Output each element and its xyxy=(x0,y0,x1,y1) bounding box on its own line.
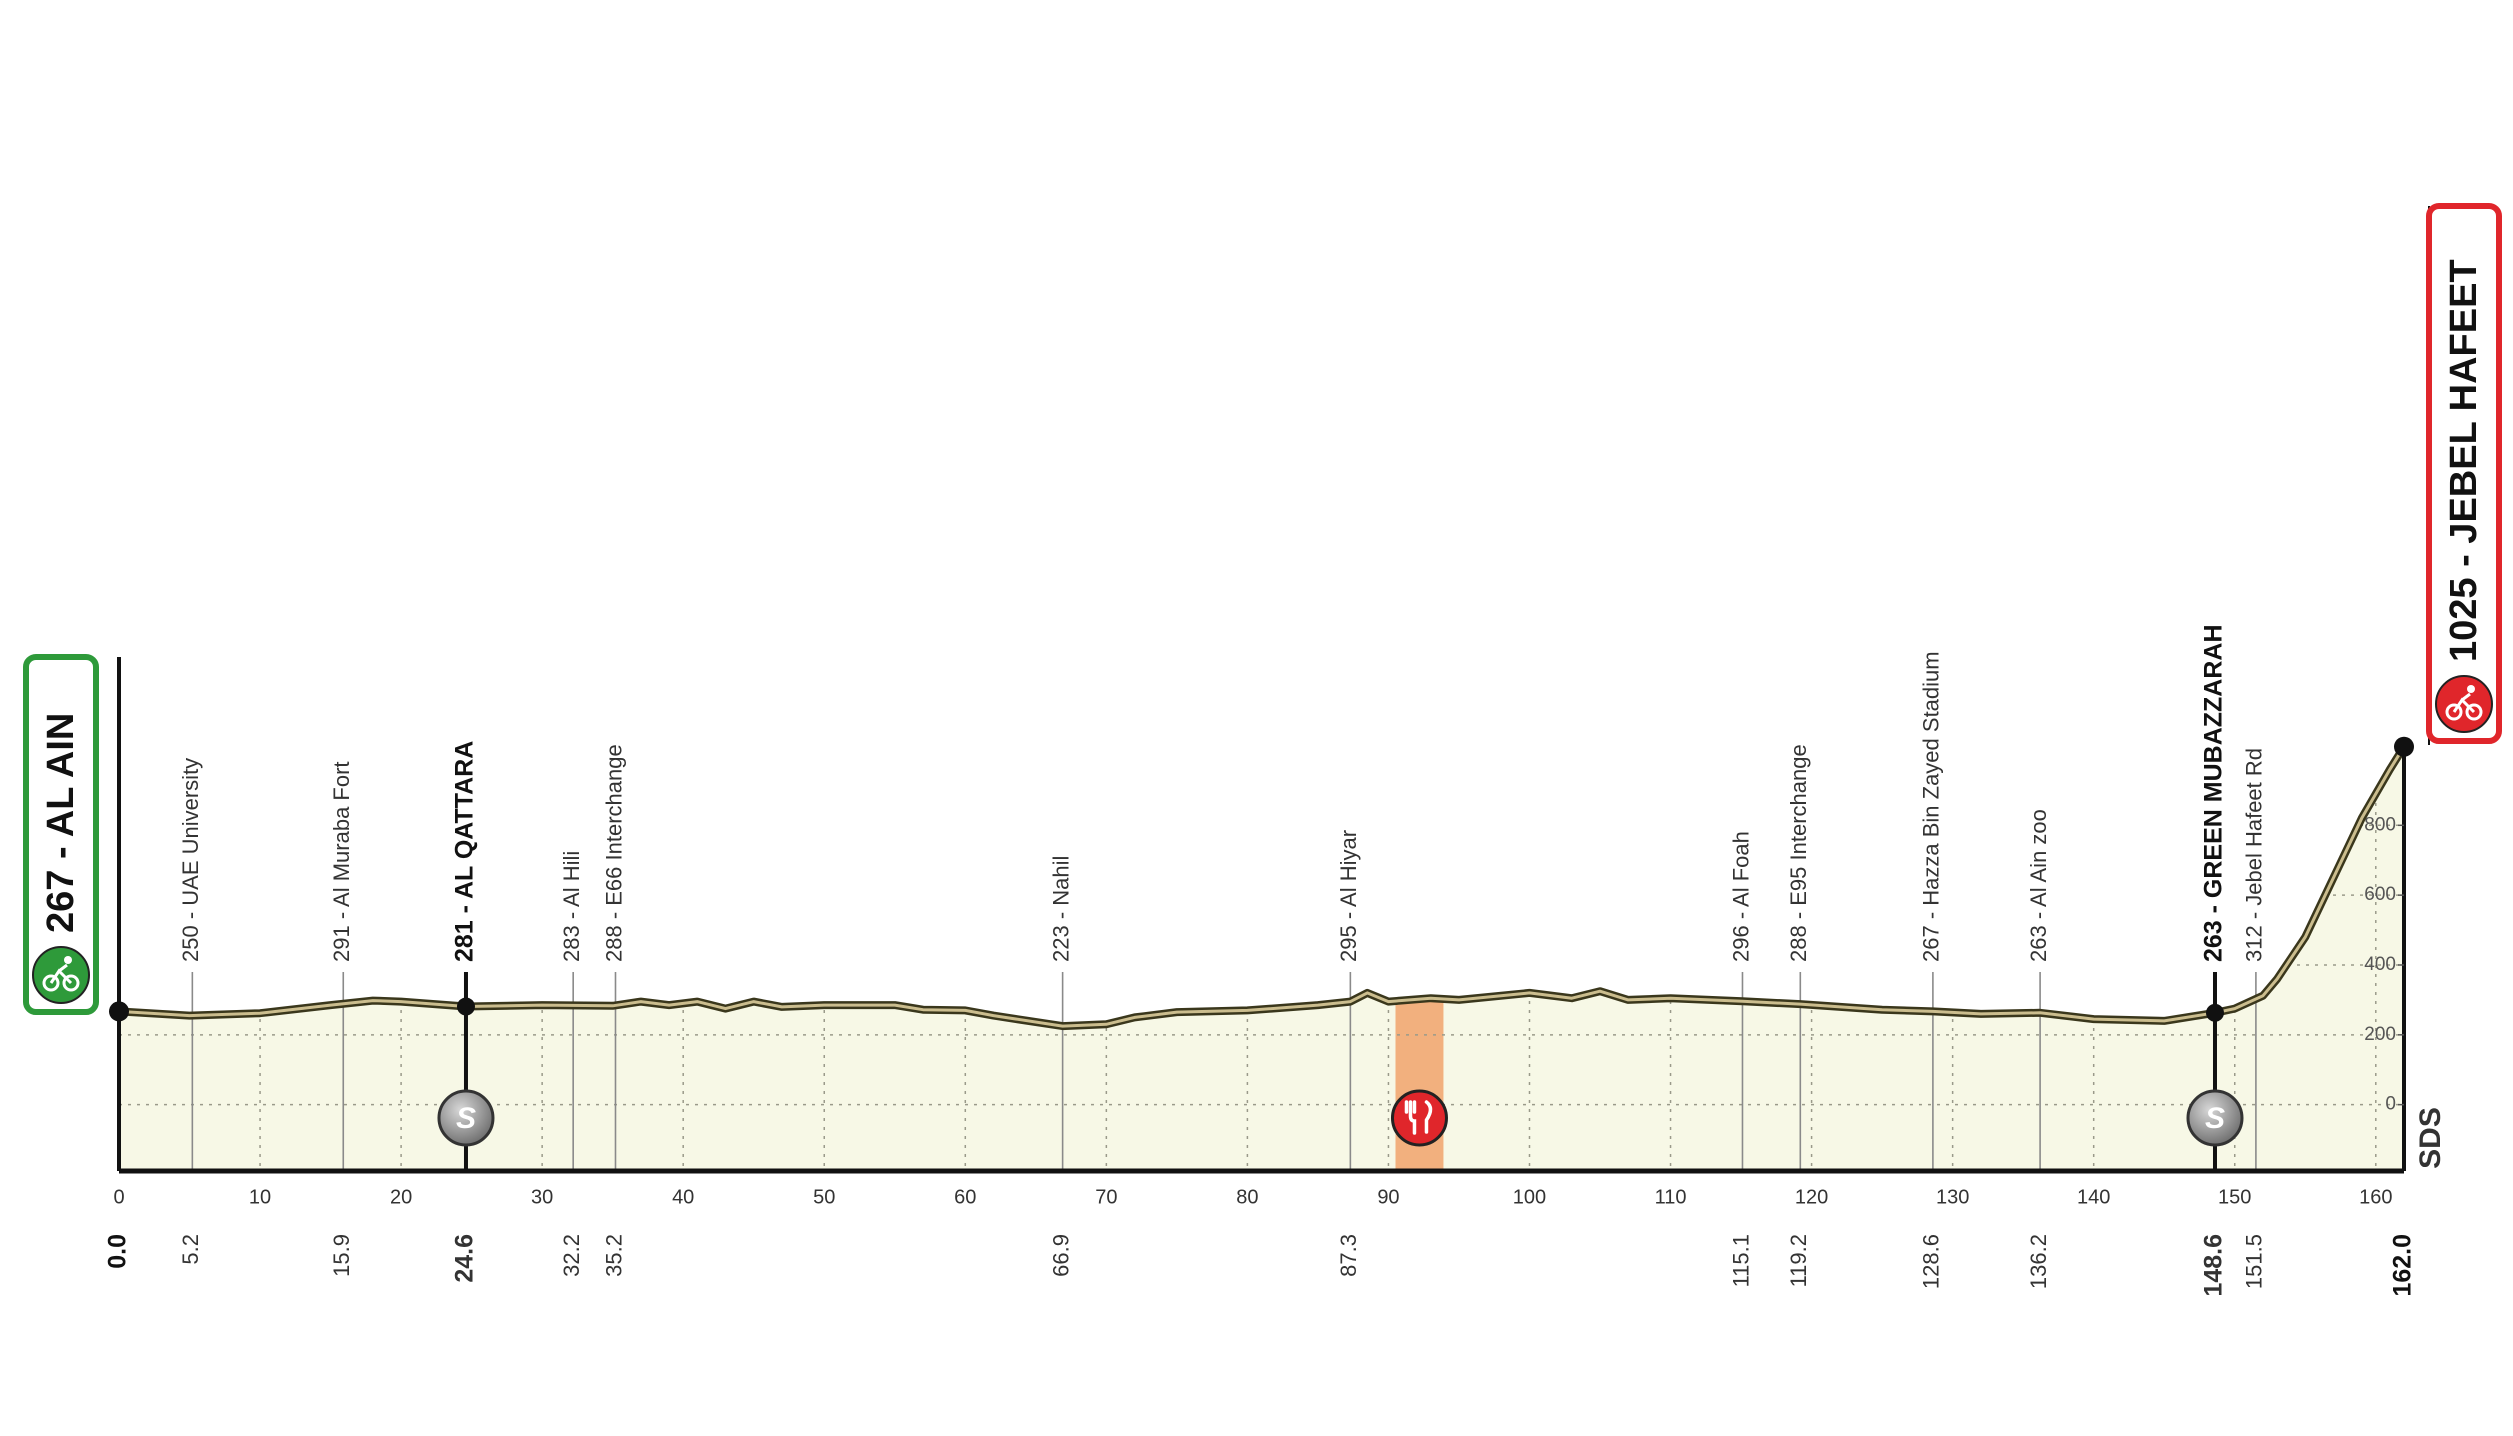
waypoint-label: 295 - Al Hiyar xyxy=(1336,830,1361,962)
x-tick-label: 100 xyxy=(1513,1186,1546,1208)
km-label: 148.6 xyxy=(2200,1234,2228,1297)
x-tick-label: 110 xyxy=(1655,1186,1687,1208)
x-tick-label: 30 xyxy=(531,1186,553,1208)
finish-icon-wheel xyxy=(2445,703,2463,721)
km-label: 35.2 xyxy=(601,1234,626,1277)
sprint-label: 263 - GREEN MUBAZZARAH xyxy=(2200,624,2228,962)
sprint-symbol: S xyxy=(2205,1102,2225,1135)
km-label: 128.6 xyxy=(1919,1234,1944,1289)
km-label: 66.9 xyxy=(1048,1234,1073,1277)
start-icon-wheel xyxy=(42,974,60,992)
finish-icon-rider xyxy=(2452,692,2476,714)
x-tick-label: 0 xyxy=(113,1186,124,1208)
km-label: 87.3 xyxy=(1336,1234,1361,1277)
start-icon-rider xyxy=(49,963,73,985)
km-label: 136.2 xyxy=(2026,1234,2051,1289)
finish-box xyxy=(2426,203,2502,744)
km-label: 115.1 xyxy=(1728,1234,1753,1287)
x-tick-label: 120 xyxy=(1795,1186,1828,1208)
sprint-dot xyxy=(456,997,475,1016)
x-tick-label: 60 xyxy=(954,1186,976,1208)
y-tick-label: 400 xyxy=(2364,954,2396,975)
finish-icon-head xyxy=(2467,685,2475,693)
x-tick-label: 160 xyxy=(2359,1186,2392,1208)
km-label: 151.5 xyxy=(2242,1234,2267,1289)
sprint-symbol: S xyxy=(456,1102,476,1135)
x-tick-label: 90 xyxy=(1377,1186,1399,1208)
x-tick-label: 70 xyxy=(1095,1186,1117,1208)
km-label: 119.2 xyxy=(1786,1234,1811,1287)
km-label: 162.0 xyxy=(2389,1234,2417,1297)
sprint-icon xyxy=(2186,1089,2244,1147)
waypoint-label: 312 - Jebel Hafeet Rd xyxy=(2242,748,2267,962)
km-label: 15.9 xyxy=(329,1234,354,1277)
logo: SDS xyxy=(2414,1107,2447,1169)
waypoint-label: 296 - Al Foah xyxy=(1728,831,1753,962)
x-tick-label: 40 xyxy=(672,1186,694,1208)
km-label: 24.6 xyxy=(451,1234,479,1283)
waypoint-label: 263 - Al Ain zoo xyxy=(2026,809,2051,962)
feed-icon-cutlery xyxy=(1404,1100,1433,1135)
waypoint-label: 283 - Al Hili xyxy=(559,851,584,962)
profile-area xyxy=(119,746,2404,1171)
finish-label: 1025 - JEBEL HAFEET xyxy=(2443,259,2485,662)
km-label: 0.0 xyxy=(104,1234,132,1269)
start-dot xyxy=(109,1001,129,1022)
sprint-icon xyxy=(437,1089,495,1147)
km-label: 5.2 xyxy=(178,1234,203,1265)
waypoint-label: 291 - Al Muraba Fort xyxy=(329,761,354,962)
waypoint-label: 288 - E66 Interchange xyxy=(601,744,626,962)
x-tick-label: 130 xyxy=(1936,1186,1969,1208)
waypoint-label: 223 - Nahil xyxy=(1048,856,1073,962)
y-tick-label: 600 xyxy=(2364,884,2396,905)
x-tick-label: 50 xyxy=(813,1186,835,1208)
profile-line-inner xyxy=(118,745,2406,1028)
x-tick-label: 80 xyxy=(1236,1186,1258,1208)
start-icon-head xyxy=(64,956,72,964)
start-box xyxy=(23,654,99,1015)
y-tick-label: 200 xyxy=(2364,1024,2396,1045)
waypoint-label: 250 - UAE University xyxy=(178,758,203,962)
km-label: 32.2 xyxy=(559,1234,584,1277)
waypoint-label: 267 - Hazza Bin Zayed Stadium xyxy=(1919,651,1944,962)
finish-dot xyxy=(2394,736,2414,757)
feed-icon xyxy=(1390,1089,1448,1147)
waypoint-label: 288 - E95 Interchange xyxy=(1786,744,1811,962)
x-tick-label: 150 xyxy=(2218,1186,2251,1208)
start-label: 267 - AL AIN xyxy=(40,713,82,933)
sprint-dot xyxy=(2205,1003,2224,1022)
start-icon-wheel xyxy=(62,974,80,992)
finish-icon-wheel xyxy=(2465,703,2483,721)
x-tick-label: 10 xyxy=(249,1186,271,1208)
x-tick-label: 140 xyxy=(2077,1186,2110,1208)
x-tick-label: 20 xyxy=(390,1186,412,1208)
y-tick-label: 0 xyxy=(2385,1094,2396,1115)
sprint-label: 281 - AL QATTARA xyxy=(451,741,479,962)
y-tick-label: 800 xyxy=(2364,814,2396,835)
